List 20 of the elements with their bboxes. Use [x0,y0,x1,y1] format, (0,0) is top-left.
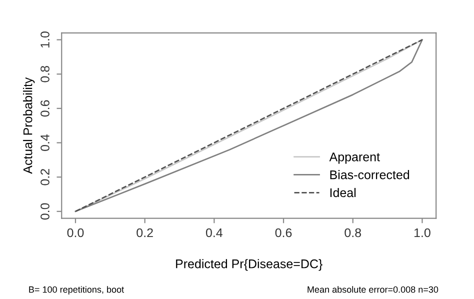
legend-label: Apparent [329,152,380,164]
x-tick-label: 0.0 [67,228,84,238]
y-tick-label: 0.8 [40,66,50,82]
x-tick-label: 0.6 [275,228,292,238]
x-axis-title: Predicted Pr{Disease=DC} [176,259,322,271]
text: Mean absolute error=0.008 n=30 [308,286,438,293]
x-tick-label: 0.4 [206,228,222,238]
legend-label: Bias-corrected [330,170,410,180]
y-tick-label: 0.6 [40,100,50,117]
legend-label: Ideal [330,188,356,198]
y-tick-label: 1.0 [40,32,50,48]
x-tick-label: 1.0 [414,228,430,238]
y-tick-label: 0.2 [40,169,50,186]
text: B= 100 repetitions, boot [29,286,124,295]
line-series [74,39,423,212]
x-tick-label: 0.2 [136,228,153,238]
x-tick-label: 0.8 [344,228,362,238]
y-axis-title: Actual Probability [23,77,35,174]
y-tick-label: 0.4 [40,134,50,151]
y-tick-label: 0.0 [40,203,50,220]
